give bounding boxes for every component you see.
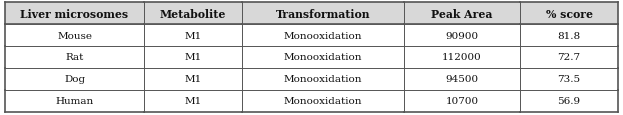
Bar [5,68,144,90]
Bar [242,90,404,112]
Bar [144,90,242,112]
Text: Human: Human [55,96,93,105]
Bar [144,47,242,68]
Text: Monooxidation: Monooxidation [283,31,362,40]
Text: 112000: 112000 [442,53,482,62]
Text: 90900: 90900 [445,31,478,40]
Bar [5,25,144,47]
Text: M1: M1 [184,75,202,84]
Bar [520,47,618,68]
Text: Monooxidation: Monooxidation [283,53,362,62]
Text: M1: M1 [184,31,202,40]
Bar [520,3,618,25]
Bar [5,3,144,25]
Text: Metabolite: Metabolite [160,9,226,20]
Text: Transformation: Transformation [275,9,370,20]
Bar [520,90,618,112]
Text: Mouse: Mouse [57,31,92,40]
Text: Monooxidation: Monooxidation [283,75,362,84]
Bar [144,3,242,25]
Bar [242,25,404,47]
Text: M1: M1 [184,96,202,105]
Bar [242,68,404,90]
Text: Rat: Rat [65,53,83,62]
Text: 72.7: 72.7 [558,53,581,62]
Bar [144,68,242,90]
Text: 56.9: 56.9 [558,96,581,105]
Bar [404,68,520,90]
Text: Peak Area: Peak Area [431,9,493,20]
Text: Monooxidation: Monooxidation [283,96,362,105]
Bar [404,25,520,47]
Bar [404,90,520,112]
Bar [242,47,404,68]
Bar [5,47,144,68]
Text: Liver microsomes: Liver microsomes [21,9,128,20]
Text: 94500: 94500 [445,75,478,84]
Bar [520,68,618,90]
Text: 81.8: 81.8 [558,31,581,40]
Bar [5,90,144,112]
Bar [242,3,404,25]
Text: Dog: Dog [64,75,85,84]
Bar [520,25,618,47]
Text: 73.5: 73.5 [558,75,581,84]
Text: 10700: 10700 [445,96,478,105]
Text: M1: M1 [184,53,202,62]
Bar [404,3,520,25]
Bar [404,47,520,68]
Bar [144,25,242,47]
Text: % score: % score [546,9,592,20]
